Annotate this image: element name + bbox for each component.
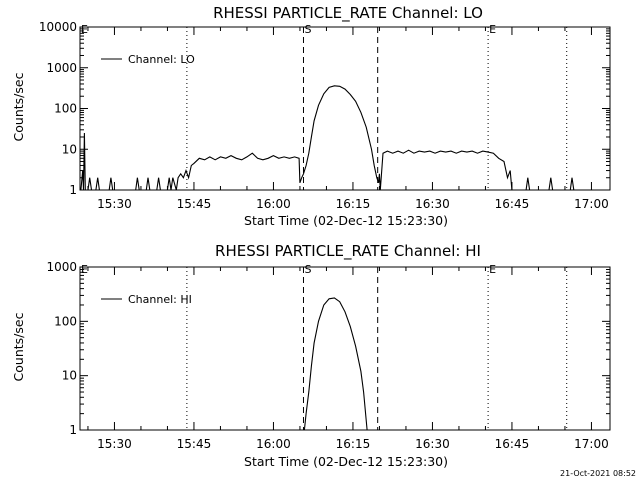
y-tick-label: 10 xyxy=(62,142,77,156)
x-tick-label: 16:45 xyxy=(495,197,530,211)
y-tick-label: 10 xyxy=(62,369,77,383)
y-tick-label: 100 xyxy=(54,314,77,328)
series-line xyxy=(303,297,368,431)
y-axis-label: Counts/sec xyxy=(11,72,26,141)
x-tick-label: 16:45 xyxy=(495,437,530,451)
x-tick-label: 16:30 xyxy=(415,437,450,451)
x-tick-label: 16:15 xyxy=(336,437,371,451)
x-tick-label: 16:15 xyxy=(336,197,371,211)
marker-label: E xyxy=(489,263,496,276)
x-tick-label: 15:30 xyxy=(97,437,132,451)
y-tick-label: 10000 xyxy=(39,20,77,34)
plot-frame xyxy=(79,26,611,191)
x-axis-label: Start Time (02-Dec-12 15:23:30) xyxy=(244,454,448,469)
x-tick-label: 17:00 xyxy=(574,197,609,211)
legend-label: Channel: HI xyxy=(128,293,192,306)
panel-hi-channel: RHESSI PARTICLE_RATE Channel: HI Counts/… xyxy=(11,242,611,469)
x-tick-label: 16:00 xyxy=(256,197,291,211)
marker-label: S xyxy=(304,23,311,36)
y-tick-label: 1000 xyxy=(46,61,77,75)
x-tick-label: 17:00 xyxy=(574,437,609,451)
x-tick-label: 16:30 xyxy=(415,197,450,211)
x-tick-label: 15:45 xyxy=(177,437,212,451)
chart-title: RHESSI PARTICLE_RATE Channel: LO xyxy=(213,4,483,23)
x-tick-label: 15:30 xyxy=(97,197,132,211)
legend-label: Channel: LO xyxy=(128,53,195,66)
marker-label: E xyxy=(489,23,496,36)
y-tick-label: 1 xyxy=(69,423,77,437)
marker-label: E xyxy=(81,263,88,276)
panel-lo-channel: RHESSI PARTICLE_RATE Channel: LO Counts/… xyxy=(11,4,611,228)
series-line xyxy=(80,85,575,191)
plot-frame xyxy=(79,266,611,431)
x-tick-label: 15:45 xyxy=(177,197,212,211)
render-timestamp: 21-Oct-2021 08:52 xyxy=(560,469,636,478)
x-axis-label: Start Time (02-Dec-12 15:23:30) xyxy=(244,213,448,228)
marker-label: S xyxy=(304,263,311,276)
y-tick-label: 1000 xyxy=(46,260,77,274)
marker-label: E xyxy=(81,23,88,36)
x-tick-label: 16:00 xyxy=(256,437,291,451)
chart-title: RHESSI PARTICLE_RATE Channel: HI xyxy=(215,242,481,261)
y-axis-label: Counts/sec xyxy=(11,312,26,381)
y-tick-label: 1 xyxy=(69,183,77,197)
y-tick-label: 100 xyxy=(54,102,77,116)
